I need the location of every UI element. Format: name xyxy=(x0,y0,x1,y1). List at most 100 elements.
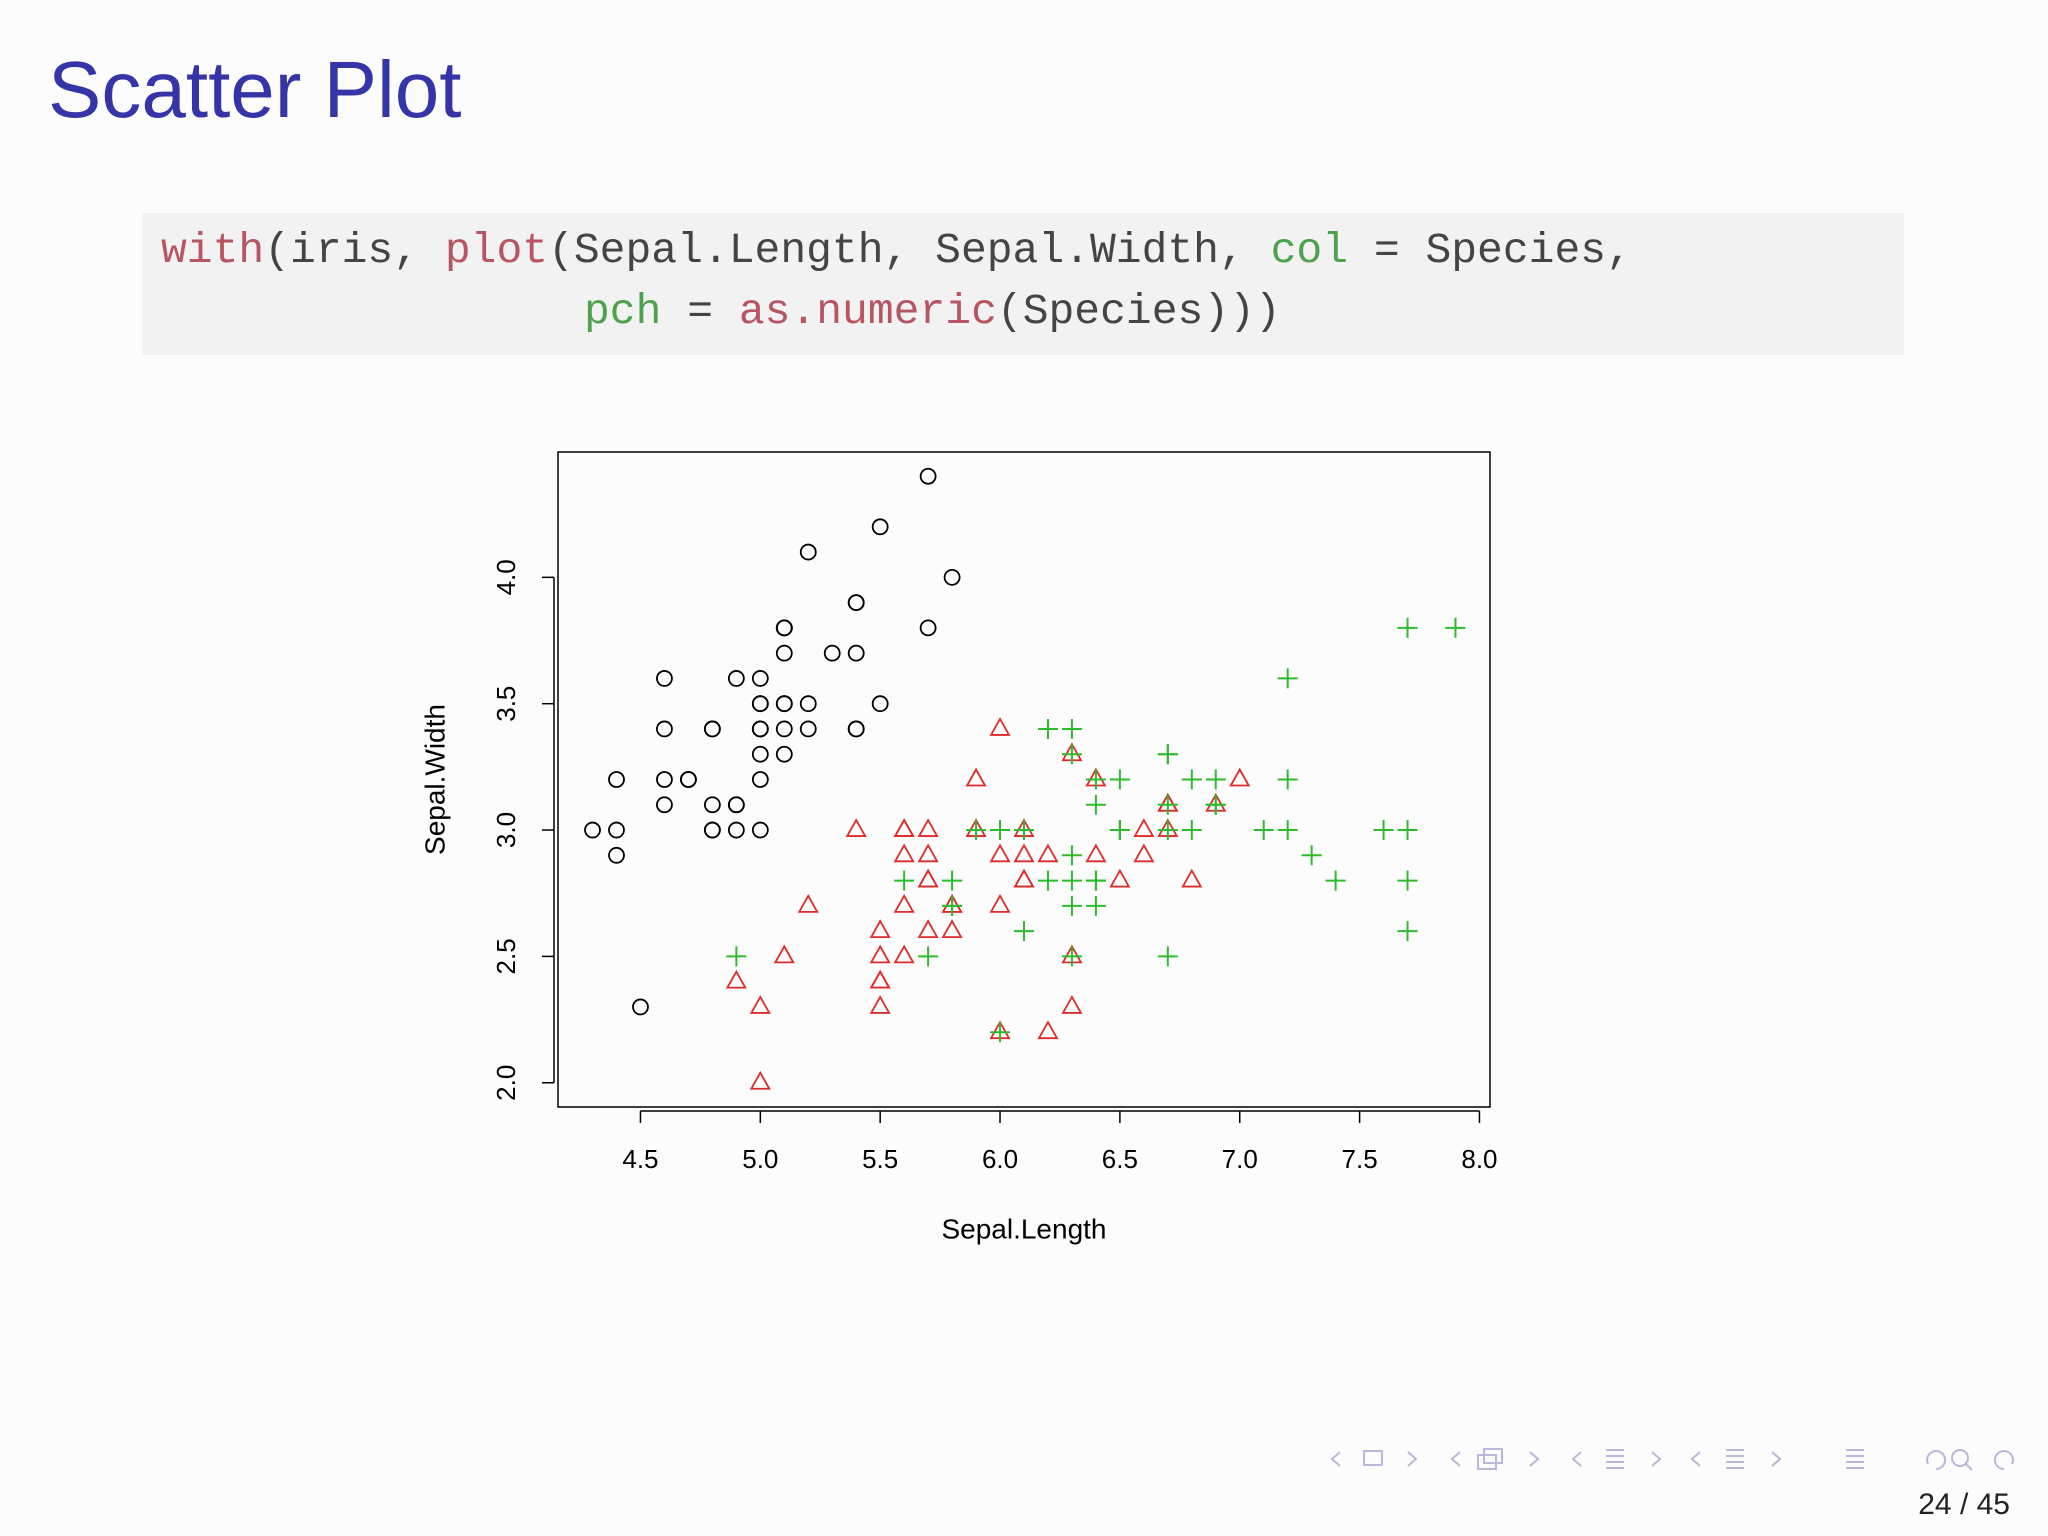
nav-next-sub[interactable] xyxy=(1529,1451,1540,1467)
point xyxy=(703,796,721,814)
point xyxy=(1085,895,1106,916)
point xyxy=(917,843,939,863)
point xyxy=(799,720,817,738)
code-token: = Species, xyxy=(1348,226,1632,275)
x-tick-label: 5.5 xyxy=(862,1144,898,1174)
nav-search[interactable] xyxy=(1951,1449,1969,1467)
point xyxy=(1061,895,1082,916)
nav-section[interactable] xyxy=(1606,1449,1624,1469)
point xyxy=(1157,794,1178,815)
point xyxy=(847,644,865,662)
point xyxy=(703,720,721,738)
nav-prev-sub[interactable] xyxy=(1450,1451,1461,1467)
nav-frame[interactable] xyxy=(1363,1450,1383,1466)
x-axis-label: Sepal.Length xyxy=(941,1213,1106,1244)
nav-prev-section[interactable] xyxy=(1571,1451,1582,1467)
point xyxy=(799,543,817,561)
nav-forward[interactable] xyxy=(1993,1450,2014,1471)
point xyxy=(919,467,937,485)
point xyxy=(1373,820,1394,841)
point xyxy=(726,946,747,967)
point xyxy=(751,745,769,763)
point xyxy=(656,796,673,814)
code-token: with xyxy=(161,226,264,275)
point xyxy=(656,670,673,687)
nav-appendix[interactable] xyxy=(1846,1449,1864,1469)
point xyxy=(1014,921,1034,942)
point xyxy=(1277,668,1298,689)
point xyxy=(775,619,793,637)
point xyxy=(1205,769,1226,790)
code-token: (iris, xyxy=(264,226,445,275)
x-tick-label: 4.5 xyxy=(622,1144,658,1174)
nav-prev-doc[interactable] xyxy=(1690,1451,1701,1467)
plot: 4.5 5.0 5.5 6.0 6.5 7.0 7.5 8.0 2.0 2.5 3.0 3.5 4.0 S… xyxy=(419,451,1498,1244)
page-number: 24 / 45 xyxy=(1918,1488,2010,1521)
point xyxy=(1277,820,1298,841)
point xyxy=(799,695,817,713)
point xyxy=(1205,794,1226,815)
code-line: pch = as.numeric(Species))) xyxy=(584,287,1281,336)
point xyxy=(1157,744,1178,765)
code-token: (Species))) xyxy=(997,287,1281,336)
point xyxy=(775,695,793,713)
point xyxy=(1061,870,1082,891)
point xyxy=(1085,794,1106,815)
point xyxy=(847,720,865,738)
point xyxy=(751,771,769,788)
nav-back[interactable] xyxy=(1926,1450,1947,1471)
point xyxy=(703,821,721,839)
point xyxy=(1037,718,1058,739)
point xyxy=(1181,820,1202,841)
point xyxy=(1397,921,1418,942)
nav-next-doc[interactable] xyxy=(1771,1451,1782,1467)
point xyxy=(917,818,939,837)
x-tick-label: 7.5 xyxy=(1342,1144,1378,1174)
point xyxy=(751,670,769,687)
nav-next-section[interactable] xyxy=(1651,1451,1662,1467)
point xyxy=(1325,870,1346,891)
nav-doc[interactable] xyxy=(1726,1449,1744,1469)
point xyxy=(608,821,625,839)
point xyxy=(1397,870,1418,891)
point xyxy=(584,821,601,839)
slide-title: Scatter Plot xyxy=(48,45,462,134)
point xyxy=(1014,820,1034,841)
point xyxy=(942,870,963,891)
point xyxy=(1061,946,1082,967)
point xyxy=(749,1070,771,1090)
nav-next[interactable] xyxy=(1407,1451,1418,1467)
point xyxy=(1037,843,1059,863)
point xyxy=(1397,820,1418,841)
point xyxy=(893,818,915,837)
point xyxy=(1061,744,1082,765)
point xyxy=(1085,870,1106,891)
point xyxy=(1181,769,1202,790)
y-tick-label: 2.0 xyxy=(491,1065,521,1101)
point xyxy=(869,919,891,939)
point xyxy=(965,767,987,787)
code-token: (Sepal.Length, Sepal.Width, xyxy=(548,226,1271,275)
point xyxy=(893,843,915,863)
point xyxy=(1109,820,1130,841)
point xyxy=(751,720,769,738)
code-token: plot xyxy=(445,226,548,275)
point xyxy=(1037,870,1058,891)
point xyxy=(1061,845,1082,866)
point xyxy=(990,820,1011,841)
point xyxy=(727,670,745,687)
point xyxy=(1061,718,1082,739)
point xyxy=(1157,820,1178,841)
nav-subsection-back xyxy=(1483,1448,1503,1464)
point xyxy=(751,821,769,839)
point xyxy=(775,720,793,738)
nav-search-handle xyxy=(1965,1463,1973,1471)
nav-prev[interactable] xyxy=(1330,1451,1341,1467)
point xyxy=(989,894,1011,913)
point xyxy=(1037,1020,1059,1040)
point xyxy=(1109,769,1130,790)
point xyxy=(1133,818,1155,837)
point xyxy=(656,771,673,788)
y-tick-label: 4.0 xyxy=(491,559,521,595)
point xyxy=(1157,946,1178,967)
